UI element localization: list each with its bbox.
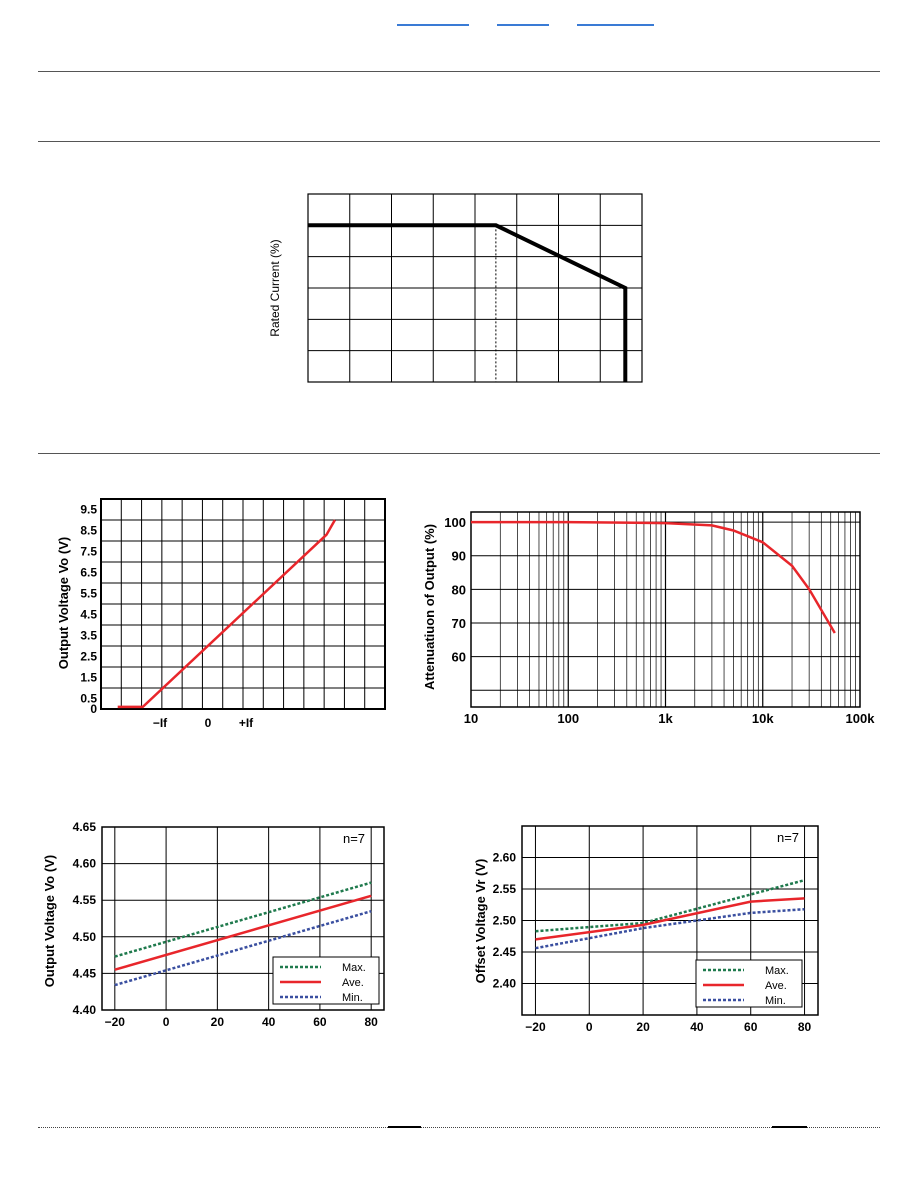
legend-label: Min. <box>765 995 786 1007</box>
x-tick-label: −20 <box>105 1015 126 1029</box>
vo-if-chart: Output Voltage Vo (V) 9.5 8.5 7.5 6.5 5.5 4.5… <box>56 498 386 730</box>
vo-if-ylabel: Output Voltage Vo (V) <box>56 537 71 669</box>
y-tick-label: 0 <box>90 702 97 716</box>
x-tick-label: 60 <box>313 1015 327 1029</box>
y-tick-label: 2.5 <box>80 650 97 664</box>
y-tick-label: 1.5 <box>80 671 97 685</box>
header-link-3[interactable] <box>577 24 654 26</box>
x-tick-label: 40 <box>262 1015 276 1029</box>
derating-curve <box>308 223 628 382</box>
vo-temp-chart: Output Voltage Vo (V) 4.65 4.60 4.55 4.50 4.… <box>42 820 385 1029</box>
x-tick-label: 80 <box>798 1020 812 1034</box>
x-tick-label: 20 <box>636 1020 650 1034</box>
header-link-2[interactable] <box>497 24 549 26</box>
x-tick-label: 60 <box>744 1020 758 1034</box>
derating-chart: Rated Current (%) <box>268 193 643 383</box>
legend-label: Max. <box>342 962 366 974</box>
y-tick-label: 3.5 <box>80 629 97 643</box>
y-tick-label: 9.5 <box>80 503 97 517</box>
output-voltage-line <box>117 519 336 709</box>
x-tick-label: 100 <box>557 711 579 726</box>
y-tick-label: 80 <box>452 582 466 597</box>
plot-frame <box>470 511 861 708</box>
y-tick-label: 4.5 <box>80 608 97 622</box>
freq-response-chart: Attenuatiuon of Output (%) 100 90 80 70 60 10… <box>422 511 876 726</box>
x-tick-label: 40 <box>690 1020 704 1034</box>
plot-frame <box>307 193 643 383</box>
y-tick-label: 4.65 <box>73 820 97 834</box>
max-series-line <box>114 881 372 958</box>
y-tick-label: 6.5 <box>80 566 97 580</box>
y-tick-label: 100 <box>444 515 466 530</box>
legend-label: Ave. <box>765 980 787 992</box>
min-series-line <box>535 907 805 950</box>
x-tick-label: 100k <box>846 711 876 726</box>
legend-label: Min. <box>342 992 363 1004</box>
y-tick-label: 4.55 <box>73 893 97 907</box>
x-tick-label: 10 <box>464 711 478 726</box>
sample-count-annotation: n=7 <box>343 831 365 846</box>
x-tick-label: 0 <box>586 1020 593 1034</box>
x-tick-label: 0 <box>205 716 212 730</box>
footer-divider <box>38 1127 880 1128</box>
y-tick-label: 2.50 <box>493 914 517 928</box>
y-tick-label: 2.40 <box>493 977 517 991</box>
y-tick-label: 4.40 <box>73 1003 97 1017</box>
vo-temp-ylabel: Output Voltage Vo (V) <box>42 855 57 987</box>
legend-label: Max. <box>765 965 789 977</box>
y-tick-label: 2.60 <box>493 851 517 865</box>
y-tick-label: 70 <box>452 616 466 631</box>
ave-series-line <box>535 897 805 941</box>
freq-ylabel: Attenuatiuon of Output (%) <box>422 524 437 690</box>
x-tick-label: 80 <box>365 1015 379 1029</box>
x-tick-label: 10k <box>752 711 774 726</box>
y-tick-label: 4.45 <box>73 966 97 980</box>
y-tick-label: 4.50 <box>73 930 97 944</box>
x-tick-label: +If <box>239 716 254 730</box>
x-tick-label: 1k <box>658 711 673 726</box>
y-tick-label: 2.55 <box>493 882 517 896</box>
attenuation-line <box>471 520 836 634</box>
plot-frame <box>101 826 385 1011</box>
x-tick-label: −20 <box>525 1020 546 1034</box>
vr-temp-ylabel: Offset Voltage Vr (V) <box>473 859 488 984</box>
y-tick-label: 90 <box>452 549 466 564</box>
y-tick-label: 0.5 <box>80 692 97 706</box>
header-link-1[interactable] <box>397 24 469 26</box>
section-divider-3 <box>38 453 880 454</box>
min-series-line <box>114 909 372 987</box>
y-tick-label: 8.5 <box>80 524 97 538</box>
legend-label: Ave. <box>342 977 364 989</box>
footer-mark-right <box>772 1126 807 1128</box>
sample-count-annotation: n=7 <box>777 830 799 845</box>
y-tick-label: 4.60 <box>73 857 97 871</box>
x-tick-label: 20 <box>211 1015 225 1029</box>
y-tick-label: 60 <box>452 650 466 665</box>
y-tick-label: 2.45 <box>493 945 517 959</box>
x-tick-label: −If <box>153 716 168 730</box>
max-series-line <box>535 878 805 933</box>
ave-series-line <box>114 894 372 971</box>
vr-temp-chart: Offset Voltage Vr (V) 2.60 2.55 2.50 2.45 2.… <box>473 825 819 1034</box>
x-tick-label: 0 <box>163 1015 170 1029</box>
plot-frame <box>521 825 819 1016</box>
footer-mark-left <box>388 1126 421 1128</box>
y-tick-label: 7.5 <box>80 545 97 559</box>
y-tick-label: 5.5 <box>80 587 97 601</box>
section-divider-1 <box>38 71 880 72</box>
section-divider-2 <box>38 141 880 142</box>
derating-ylabel: Rated Current (%) <box>268 239 282 336</box>
plot-frame <box>100 498 386 710</box>
